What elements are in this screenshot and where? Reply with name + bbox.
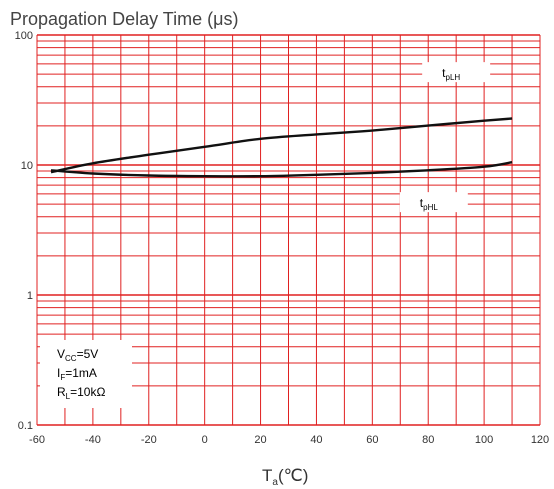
series-line-tpLH (50, 117, 513, 174)
series-label-tpLH: tpLH (442, 66, 460, 82)
x-tick-label: 60 (366, 434, 378, 446)
y-tick-label: 10 (21, 160, 33, 172)
series-label-bg (422, 62, 491, 83)
grid (36, 34, 541, 426)
x-tick-label: -40 (85, 434, 101, 446)
x-axis-label: Ta(℃) (262, 466, 308, 488)
series-labels: tpLH tpHL (399, 62, 491, 213)
x-tick-label: 20 (254, 434, 266, 446)
chart-title: Propagation Delay Time (μs) (10, 9, 238, 29)
x-tick-label: 0 (202, 434, 208, 446)
series-line-tpHL (50, 161, 513, 178)
y-tick-label: 0.1 (18, 420, 33, 432)
conditions-bg (40, 340, 132, 408)
condition-line: VCC=5V (57, 347, 98, 363)
x-tick-label: 120 (531, 434, 549, 446)
x-tick-label: 80 (422, 434, 434, 446)
y-tick-label: 1 (27, 290, 33, 302)
condition-line: IF=1mA (57, 366, 97, 382)
x-tick-label: -60 (29, 434, 45, 446)
tick-labels: -60 -40 -20 0 20 40 60 80 100 120 0.1 1 10 100 (15, 30, 550, 446)
series-lines (50, 117, 513, 178)
series-label-tpHL: tpHL (420, 196, 439, 212)
condition-line: RL=10kΩ (57, 385, 105, 401)
y-tick-label: 100 (15, 30, 33, 42)
x-tick-label: 40 (310, 434, 322, 446)
conditions-box: VCC=5V IF=1mA RL=10kΩ (40, 340, 132, 408)
x-tick-label: 100 (475, 434, 493, 446)
series-label-bg (399, 192, 468, 213)
x-tick-label: -20 (141, 434, 157, 446)
